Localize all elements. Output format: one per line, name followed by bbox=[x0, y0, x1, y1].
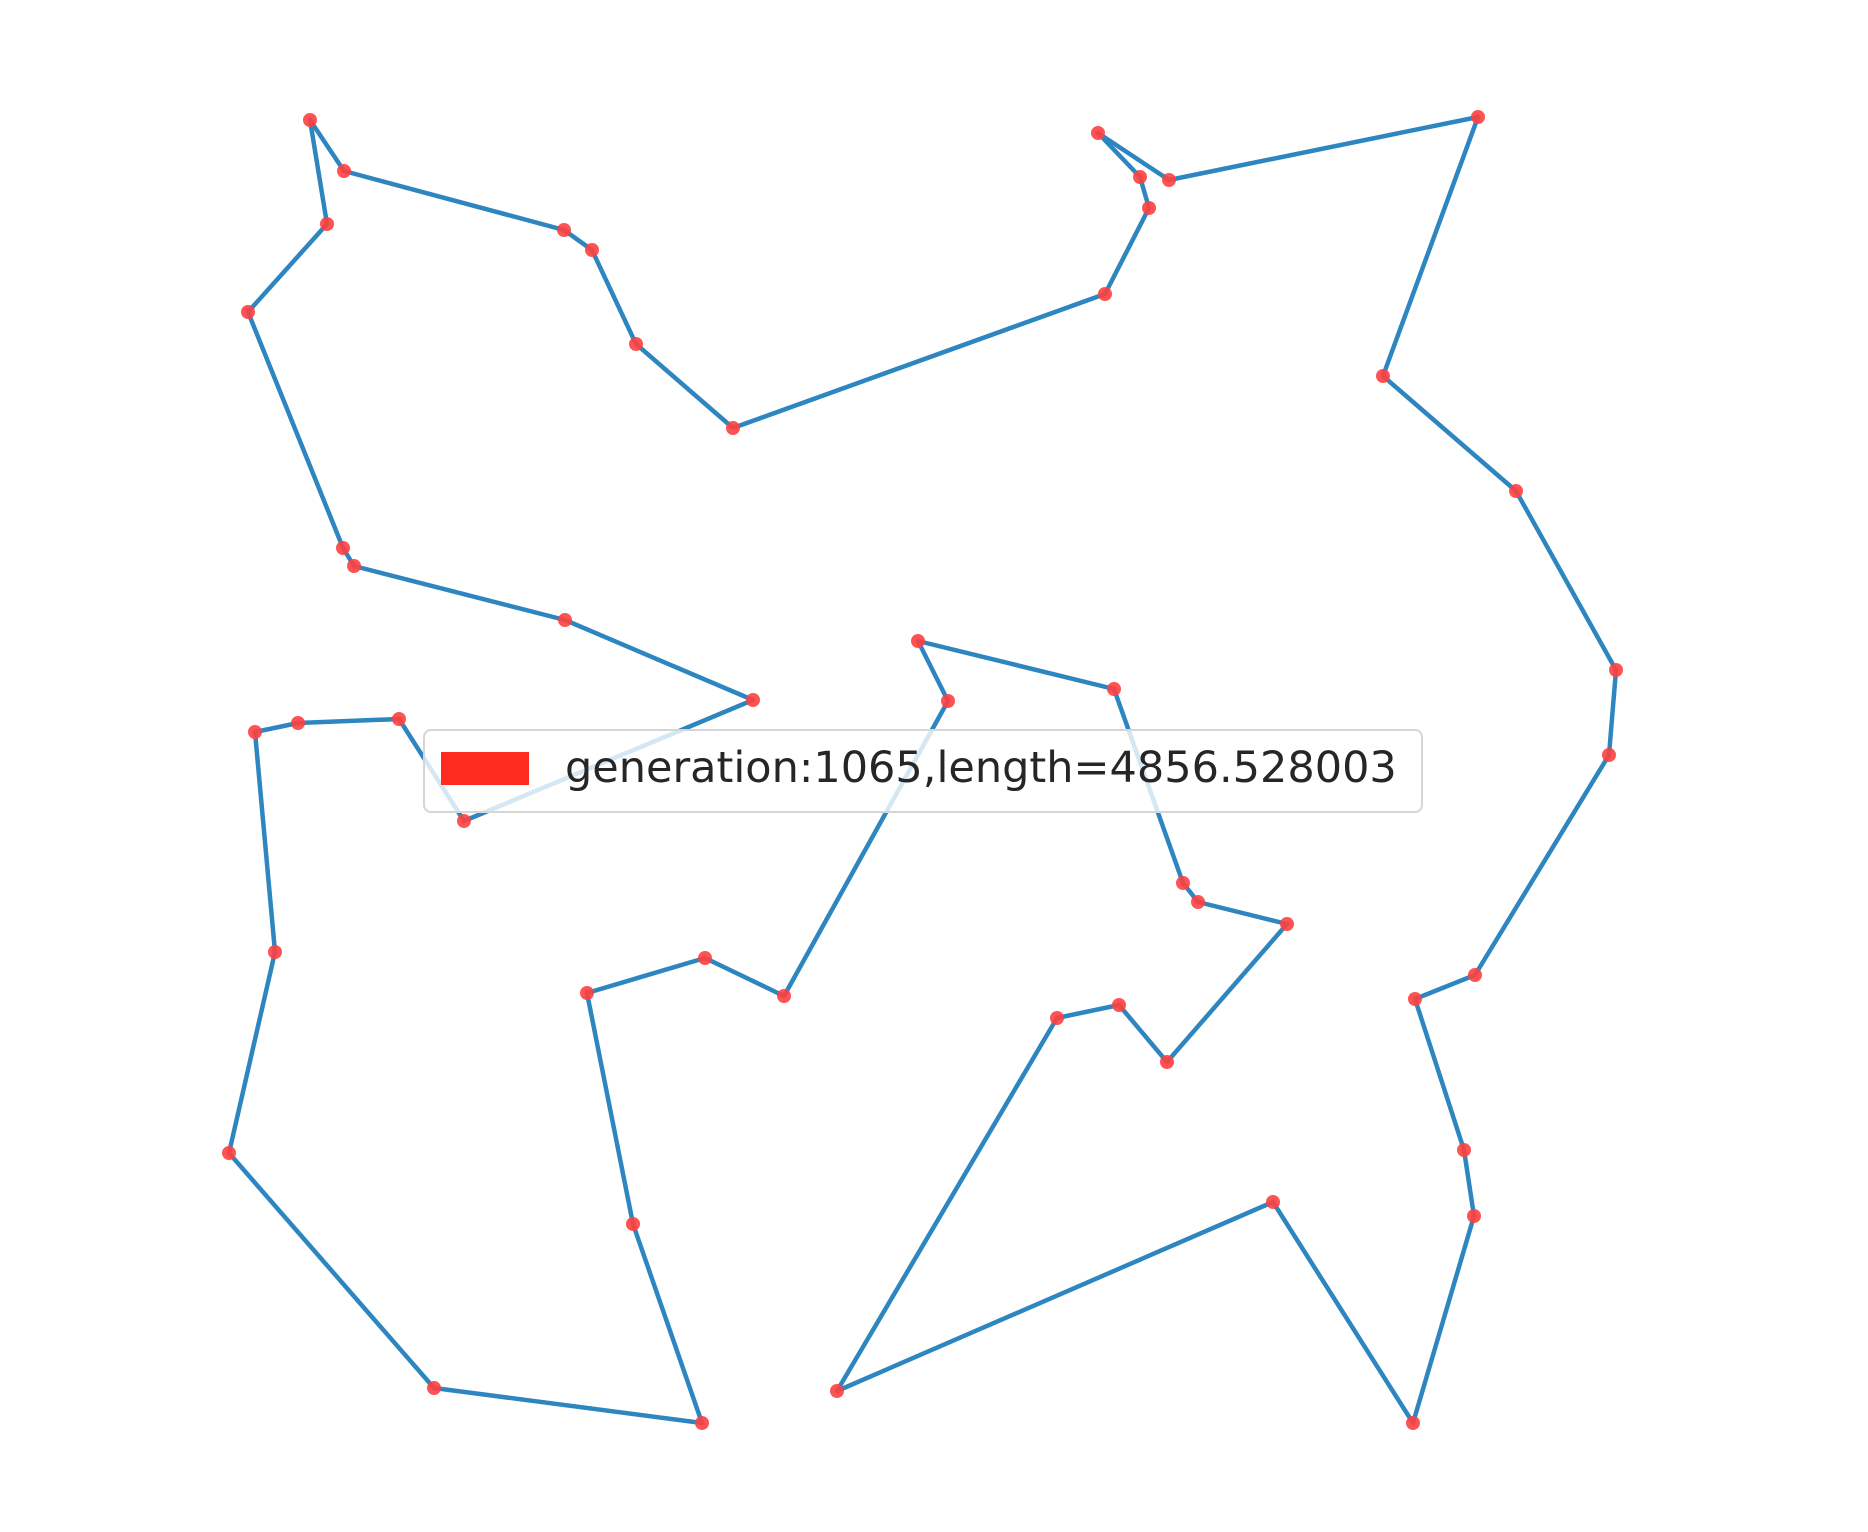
city-point bbox=[1176, 876, 1190, 890]
city-point bbox=[336, 541, 350, 555]
route-segment bbox=[1380, 373, 1519, 494]
route-segment bbox=[431, 1385, 705, 1426]
city-point bbox=[629, 337, 643, 351]
city-point bbox=[337, 164, 351, 178]
route-segment bbox=[915, 638, 1117, 692]
route-segment bbox=[307, 117, 347, 174]
legend-swatch bbox=[441, 752, 529, 785]
route-segment bbox=[730, 291, 1108, 431]
city-point bbox=[1408, 992, 1422, 1006]
legend: generation:1065,length=4856.528003 bbox=[423, 729, 1423, 813]
route-segment bbox=[1164, 921, 1290, 1065]
route-segment bbox=[1410, 1213, 1477, 1426]
route-segment bbox=[633, 341, 736, 431]
city-point bbox=[1112, 998, 1126, 1012]
route-segment bbox=[630, 1221, 705, 1426]
city-point bbox=[1098, 287, 1112, 301]
city-point bbox=[1457, 1143, 1471, 1157]
city-point bbox=[1280, 917, 1294, 931]
route-segment bbox=[1461, 1147, 1477, 1219]
route-segment bbox=[295, 716, 402, 726]
city-point bbox=[1133, 170, 1147, 184]
city-point bbox=[557, 223, 571, 237]
route-segment bbox=[252, 729, 278, 955]
route-segment bbox=[1095, 130, 1172, 183]
city-point bbox=[347, 559, 361, 573]
route-segment bbox=[834, 1199, 1276, 1394]
city-point bbox=[726, 421, 740, 435]
city-point bbox=[558, 613, 572, 627]
route-segment bbox=[584, 990, 636, 1227]
route-segment bbox=[1606, 667, 1619, 758]
route-segment bbox=[1412, 972, 1478, 1002]
route-segment bbox=[252, 720, 301, 735]
city-point bbox=[746, 693, 760, 707]
route-segment bbox=[1472, 752, 1612, 978]
city-point bbox=[1467, 1209, 1481, 1223]
city-point bbox=[1602, 748, 1616, 762]
route-segment bbox=[1195, 899, 1290, 927]
route-segment bbox=[245, 309, 346, 551]
city-point bbox=[698, 951, 712, 965]
city-point bbox=[580, 986, 594, 1000]
city-point bbox=[320, 217, 334, 231]
city-point bbox=[1160, 1055, 1174, 1069]
city-point bbox=[626, 1217, 640, 1231]
city-point bbox=[911, 634, 925, 648]
route-segment bbox=[915, 638, 951, 704]
city-markers bbox=[222, 110, 1623, 1430]
city-point bbox=[427, 1381, 441, 1395]
city-point bbox=[303, 113, 317, 127]
route-segment bbox=[1054, 1002, 1122, 1021]
city-point bbox=[291, 716, 305, 730]
city-point bbox=[1376, 369, 1390, 383]
route-segment bbox=[1513, 488, 1619, 673]
route-segment bbox=[562, 617, 756, 703]
route-segment bbox=[226, 949, 278, 1156]
legend-frame bbox=[423, 729, 1423, 813]
city-point bbox=[1406, 1416, 1420, 1430]
city-point bbox=[222, 1146, 236, 1160]
route-segment bbox=[245, 221, 330, 315]
legend-label: generation:1065,length=4856.528003 bbox=[565, 743, 1397, 793]
route-layer bbox=[226, 114, 1619, 1426]
route-segment bbox=[1380, 114, 1481, 379]
route-segment bbox=[341, 168, 567, 233]
route-segment bbox=[1166, 114, 1481, 183]
city-point bbox=[1471, 110, 1485, 124]
city-point bbox=[1266, 1195, 1280, 1209]
city-point bbox=[457, 814, 471, 828]
route-segment bbox=[1412, 996, 1467, 1153]
route-segment bbox=[351, 563, 568, 623]
city-point bbox=[1091, 126, 1105, 140]
route-segment bbox=[702, 955, 787, 999]
city-point bbox=[392, 712, 406, 726]
route-segment bbox=[1270, 1199, 1416, 1426]
city-point bbox=[695, 1416, 709, 1430]
route-segment bbox=[834, 1015, 1060, 1394]
city-point bbox=[830, 1384, 844, 1398]
route-segment bbox=[307, 117, 330, 227]
city-point bbox=[1107, 682, 1121, 696]
city-point bbox=[1142, 201, 1156, 215]
route-segment bbox=[1095, 130, 1143, 180]
city-point bbox=[941, 694, 955, 708]
city-point bbox=[1050, 1011, 1064, 1025]
city-point bbox=[1191, 895, 1205, 909]
city-point bbox=[241, 305, 255, 319]
city-point bbox=[585, 243, 599, 257]
route-segment bbox=[1102, 205, 1152, 297]
route-segment bbox=[1116, 1002, 1170, 1065]
city-point bbox=[1468, 968, 1482, 982]
city-point bbox=[1609, 663, 1623, 677]
city-point bbox=[777, 989, 791, 1003]
city-point bbox=[1162, 173, 1176, 187]
route-segment bbox=[584, 955, 708, 996]
city-point bbox=[1509, 484, 1523, 498]
city-point bbox=[268, 945, 282, 959]
city-point bbox=[248, 725, 262, 739]
route-segment bbox=[589, 247, 639, 347]
route-segment bbox=[226, 1150, 437, 1391]
